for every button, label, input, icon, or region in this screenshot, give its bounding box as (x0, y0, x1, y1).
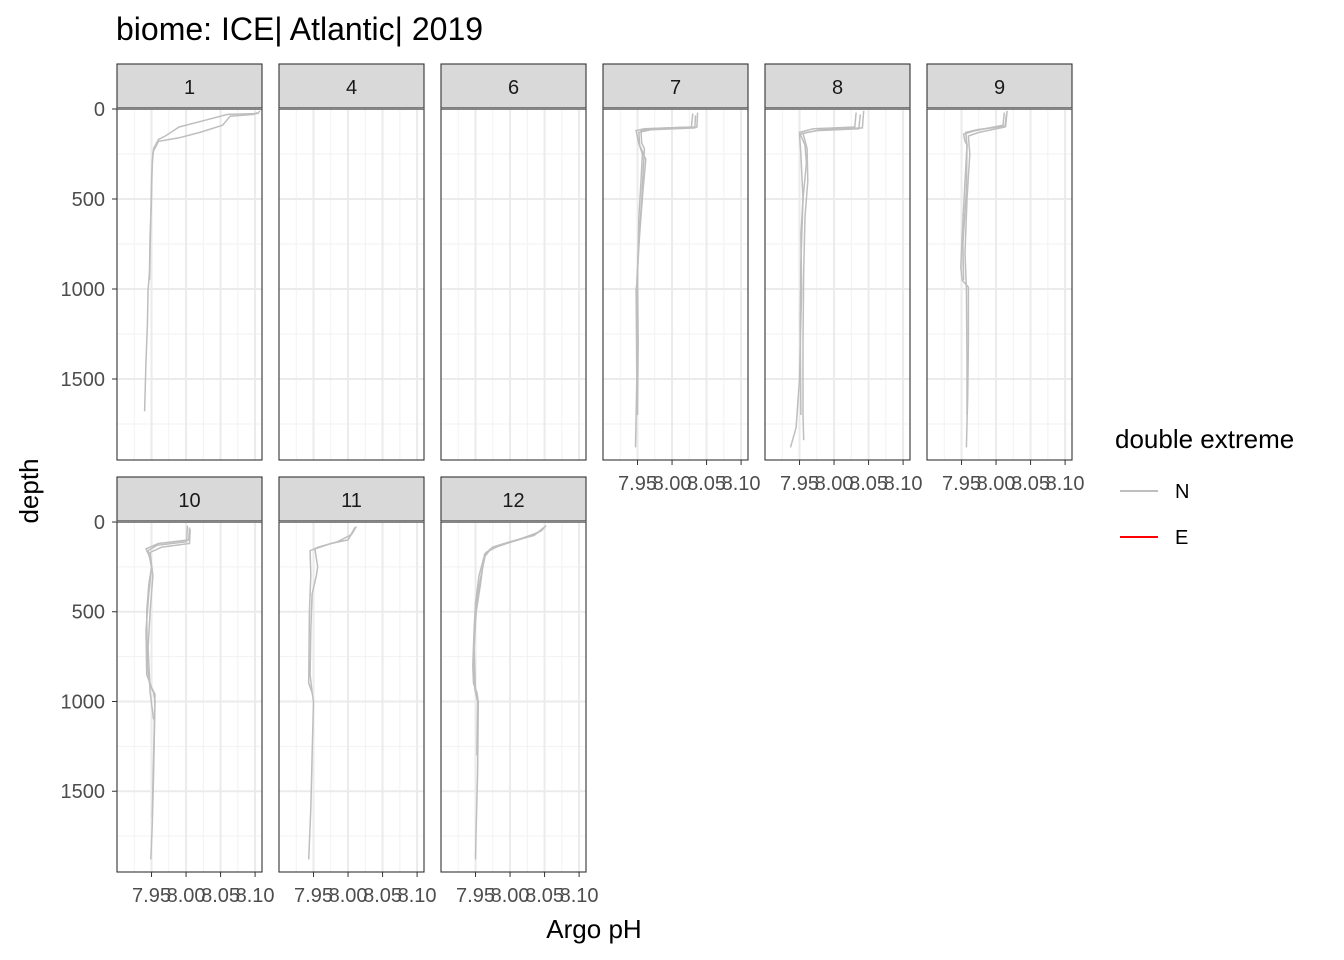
facet-strip (440, 63, 587, 109)
facet-strip-label: 12 (502, 490, 524, 512)
legend: double extreme N E (1115, 424, 1294, 549)
facet-strip (278, 63, 425, 109)
facet-strip-label: 4 (346, 77, 357, 99)
x-tick-label: 8.10 (560, 885, 599, 907)
y-axis-title: depth (14, 458, 44, 523)
x-axis-title: Argo pH (546, 914, 641, 944)
series-line-N (789, 112, 857, 448)
x-tick-label: 8.05 (687, 473, 726, 495)
facet-strip-label: 8 (832, 77, 843, 99)
legend-label-e: E (1175, 527, 1188, 549)
facet-panel-1: 1 (116, 63, 263, 461)
facet-panel-4: 4 (278, 63, 425, 461)
x-tick-label: 8.00 (491, 885, 530, 907)
y-tick-label: 1500 (61, 781, 106, 803)
panel-background (279, 109, 424, 460)
y-axes: 0 500 1000 1500 0 500 1000 1500 (61, 99, 117, 803)
x-axes: 7.958.008.058.10 7.958.008.058.10 7.958.00… (132, 460, 1085, 907)
facet-strip (278, 476, 425, 522)
y-tick-label: 0 (94, 99, 105, 121)
facet-panel-10: 10 (116, 476, 263, 873)
series-line-N (962, 110, 1008, 281)
series-line-N (964, 114, 1008, 415)
panel-border (116, 108, 263, 461)
x-tick-label: 8.10 (398, 885, 437, 907)
panel-border (440, 521, 587, 873)
x-tick-label: 8.00 (653, 473, 692, 495)
x-tick-label: 7.95 (132, 885, 171, 907)
x-tick-label: 8.05 (525, 885, 564, 907)
facet-panel-12: 12 (440, 476, 587, 873)
x-tick-label: 8.00 (329, 885, 368, 907)
series-line-N (636, 112, 699, 362)
x-tick-label: 7.95 (294, 885, 333, 907)
panel-background (603, 109, 748, 460)
series-line-N (473, 528, 543, 693)
panel-border (440, 108, 587, 461)
facet-strip-label: 9 (994, 77, 1005, 99)
y-tick-label: 1000 (61, 279, 106, 301)
x-tick-label: 7.95 (456, 885, 495, 907)
panel-border (602, 108, 749, 461)
series-line-N (636, 115, 697, 416)
facet-panel-7: 7 (602, 63, 749, 461)
x-tick-label: 8.00 (167, 885, 206, 907)
panel-background (279, 522, 424, 872)
panel-background (117, 522, 262, 872)
facet-strip (764, 63, 911, 109)
x-tick-label: 8.10 (722, 473, 761, 495)
panel-border (116, 521, 263, 873)
y-tick-label: 1500 (61, 369, 106, 391)
x-tick-label: 8.05 (363, 885, 402, 907)
legend-label-n: N (1175, 481, 1189, 503)
panel-border (278, 521, 425, 873)
y-tick-label: 0 (94, 512, 105, 534)
facet-strip (116, 63, 263, 109)
panel-border (926, 108, 1073, 461)
x-tick-label: 8.00 (815, 473, 854, 495)
facet-strip (440, 476, 587, 522)
panel-border (278, 108, 425, 461)
x-tick-label: 8.05 (201, 885, 240, 907)
facet-strip (602, 63, 749, 109)
x-tick-label: 7.95 (618, 473, 657, 495)
series-line-N (148, 111, 258, 281)
facet-strip-label: 1 (184, 77, 195, 99)
facet-panel-6: 6 (440, 63, 587, 461)
panel-background (927, 109, 1072, 460)
panel-background (441, 522, 586, 872)
facet-strip-label: 7 (670, 77, 681, 99)
panel-background (441, 109, 586, 460)
x-tick-label: 8.05 (1011, 473, 1050, 495)
x-tick-label: 8.10 (1046, 473, 1085, 495)
x-tick-label: 8.10 (884, 473, 923, 495)
panel-background (765, 109, 910, 460)
x-tick-label: 8.05 (849, 473, 888, 495)
series-line-N (147, 529, 191, 720)
series-line-N (309, 527, 356, 693)
facet-strip-label: 10 (178, 490, 200, 512)
facet-panel-9: 9 (926, 63, 1073, 461)
x-tick-label: 7.95 (942, 473, 981, 495)
x-tick-label: 7.95 (780, 473, 819, 495)
facet-panels: 1 4 6 7 8 9 10 11 12 (116, 63, 1073, 873)
series-line-N (802, 114, 862, 441)
legend-title: double extreme (1115, 424, 1294, 454)
x-tick-label: 8.10 (236, 885, 275, 907)
chart-title: biome: ICE| Atlantic| 2019 (116, 11, 483, 47)
facet-strip-label: 6 (508, 77, 519, 99)
series-line-N (145, 525, 189, 819)
y-tick-label: 500 (72, 602, 105, 624)
y-tick-label: 1000 (61, 691, 106, 713)
panel-background (117, 109, 262, 460)
facet-panel-8: 8 (764, 63, 911, 461)
y-tick-label: 500 (72, 189, 105, 211)
panel-border (764, 108, 911, 461)
x-tick-label: 8.00 (977, 473, 1016, 495)
facet-panel-11: 11 (278, 476, 425, 873)
series-line-N (798, 110, 865, 416)
facet-strip-label: 11 (341, 490, 362, 512)
facet-strip (926, 63, 1073, 109)
